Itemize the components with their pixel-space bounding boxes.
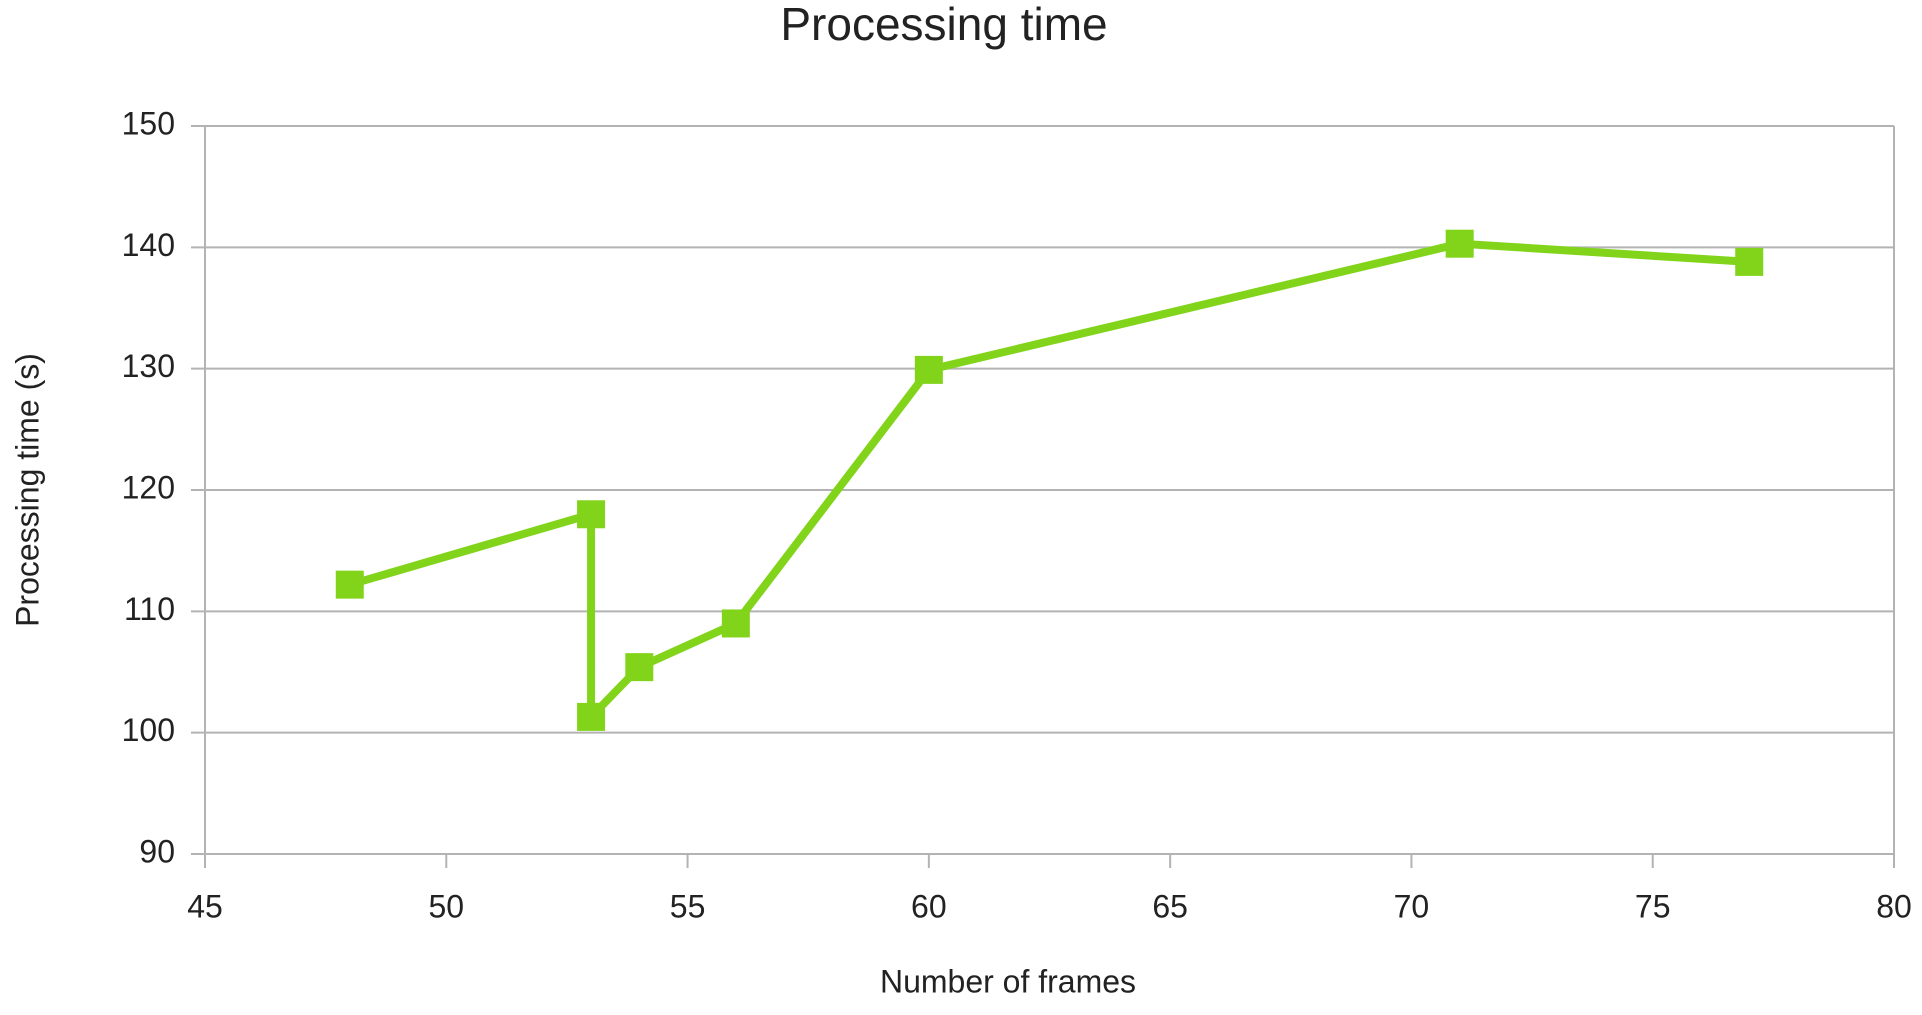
x-tick-label: 75 bbox=[1635, 888, 1671, 924]
x-tick-label: 70 bbox=[1394, 888, 1430, 924]
data-point bbox=[914, 355, 943, 384]
data-point bbox=[1735, 247, 1764, 276]
y-tick-label: 90 bbox=[139, 833, 175, 869]
y-axis-label: Processing time (s) bbox=[9, 353, 45, 627]
data-point bbox=[577, 702, 606, 731]
x-tick-label: 80 bbox=[1876, 888, 1912, 924]
data-point bbox=[577, 500, 606, 529]
y-tick-label: 130 bbox=[122, 348, 175, 384]
data-line bbox=[348, 239, 1750, 721]
x-tick-label: 65 bbox=[1152, 888, 1188, 924]
x-tick-label: 60 bbox=[911, 888, 947, 924]
chart-title: Processing time bbox=[780, 0, 1107, 50]
data-point bbox=[721, 609, 750, 638]
y-tick-label: 100 bbox=[122, 712, 175, 748]
data-point bbox=[625, 653, 654, 682]
y-tick-label: 110 bbox=[124, 591, 175, 627]
data-point bbox=[1445, 229, 1474, 258]
y-tick-label: 120 bbox=[122, 469, 175, 505]
data-point bbox=[335, 570, 364, 599]
x-tick-label: 45 bbox=[187, 888, 223, 924]
x-tick-label: 55 bbox=[670, 888, 706, 924]
y-tick-label: 150 bbox=[122, 105, 175, 141]
x-tick-label: 50 bbox=[428, 888, 464, 924]
x-axis-label: Number of frames bbox=[880, 963, 1136, 999]
y-tick-label: 140 bbox=[122, 227, 175, 263]
